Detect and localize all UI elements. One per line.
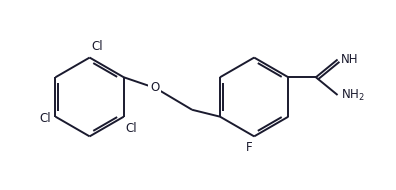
Text: Cl: Cl [91, 40, 103, 53]
Text: NH: NH [341, 53, 358, 66]
Text: Cl: Cl [39, 112, 51, 125]
Text: Cl: Cl [126, 122, 137, 135]
Text: NH$_2$: NH$_2$ [341, 87, 364, 103]
Text: F: F [246, 141, 253, 154]
Text: O: O [150, 81, 159, 94]
